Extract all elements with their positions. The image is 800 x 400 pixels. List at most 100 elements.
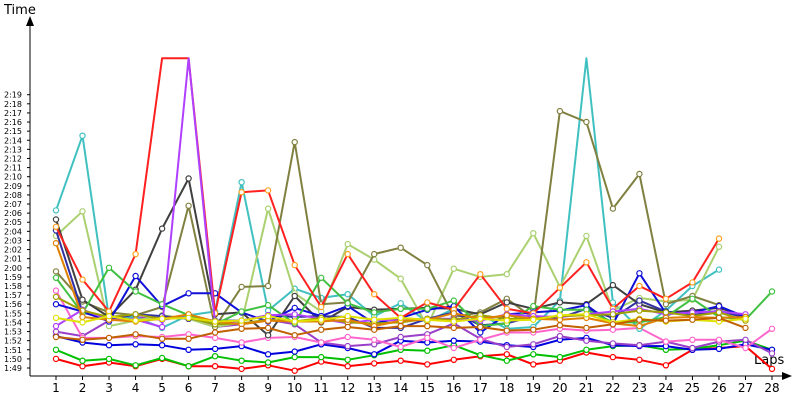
data-point (397, 322, 404, 330)
data-point (609, 311, 617, 318)
data-point (318, 316, 325, 323)
data-point (344, 363, 351, 370)
data-point (52, 322, 60, 330)
data-point (530, 351, 537, 358)
data-point (477, 352, 484, 359)
x-tick-label: 18 (499, 381, 514, 395)
data-point (211, 345, 219, 353)
data-point (503, 317, 510, 324)
data-point (238, 357, 245, 364)
data-point (742, 344, 749, 352)
data-point (371, 250, 378, 258)
data-point (397, 357, 404, 364)
data-point (477, 271, 484, 278)
data-point (477, 323, 484, 331)
x-axis-arrow-icon (782, 372, 792, 380)
data-point (371, 291, 378, 298)
data-point (344, 312, 351, 320)
data-point (291, 367, 298, 374)
data-point (530, 326, 537, 333)
data-point (689, 279, 696, 286)
data-point (79, 296, 86, 303)
data-point (185, 363, 192, 370)
data-point (450, 265, 457, 272)
y-tick-label: 2:00 (4, 264, 22, 273)
x-tick-label: 5 (158, 381, 166, 395)
data-point (344, 300, 351, 307)
data-point (424, 361, 431, 368)
data-point (715, 235, 723, 242)
data-point (105, 355, 113, 363)
data-point (556, 299, 564, 306)
x-axis-title: Laps (754, 353, 784, 368)
x-tick-label: 11 (314, 381, 329, 395)
y-tick-label: 2:14 (4, 136, 22, 145)
y-ticks: 1:491:501:511:521:531:541:551:561:571:58… (4, 91, 30, 373)
data-point (636, 297, 643, 304)
data-point (477, 329, 484, 336)
data-point (185, 346, 192, 353)
y-tick-label: 2:05 (4, 218, 22, 227)
y-tick-label: 2:07 (4, 200, 22, 209)
data-point (238, 188, 245, 196)
y-tick-label: 2:08 (4, 191, 22, 200)
data-point (583, 232, 590, 240)
data-point (609, 281, 617, 289)
data-point (503, 299, 510, 306)
data-point (158, 342, 166, 349)
y-tick-label: 1:55 (4, 309, 22, 318)
data-point (450, 310, 457, 317)
data-point (450, 356, 457, 363)
y-tick-label: 1:59 (4, 273, 22, 282)
data-point (371, 336, 378, 343)
data-point (264, 324, 272, 332)
data-point (344, 323, 351, 331)
x-tick-label: 2 (79, 381, 87, 395)
y-tick-label: 1:58 (4, 282, 22, 291)
data-point (52, 287, 60, 294)
data-point (662, 317, 670, 324)
data-point (264, 301, 272, 309)
data-point (238, 365, 245, 373)
data-point (689, 295, 696, 302)
data-point (132, 317, 139, 324)
data-point (715, 345, 723, 353)
data-point (211, 318, 219, 325)
data-point (52, 328, 60, 335)
data-point (583, 337, 590, 344)
data-point (211, 363, 219, 370)
data-point (132, 250, 139, 258)
data-point (52, 355, 60, 363)
data-point (318, 303, 325, 311)
data-point (450, 318, 457, 325)
data-point (503, 357, 510, 364)
data-point (132, 311, 139, 318)
data-point (530, 316, 537, 323)
y-tick-label: 2:13 (4, 145, 22, 154)
y-tick-label: 1:57 (4, 291, 22, 300)
data-point (238, 317, 245, 324)
data-point (689, 336, 696, 343)
data-point (132, 331, 139, 338)
x-tick-label: 24 (658, 381, 673, 395)
series-line (55, 57, 720, 319)
x-tick-label: 10 (287, 381, 302, 395)
y-tick-label: 1:53 (4, 328, 22, 337)
x-tick-label: 22 (605, 381, 620, 395)
data-point (609, 326, 617, 333)
data-point (371, 351, 378, 358)
data-point (556, 332, 564, 340)
data-point (424, 334, 431, 342)
data-point (238, 325, 245, 332)
y-tick-label: 2:10 (4, 173, 22, 182)
data-point (503, 271, 510, 278)
data-point (424, 347, 431, 354)
data-point (371, 326, 378, 333)
data-point (264, 312, 272, 320)
y-tick-label: 2:15 (4, 127, 22, 136)
y-axis-title: Time (3, 3, 36, 18)
data-point (397, 305, 404, 312)
data-point (424, 261, 431, 269)
data-point (742, 315, 749, 322)
data-point (238, 178, 245, 186)
